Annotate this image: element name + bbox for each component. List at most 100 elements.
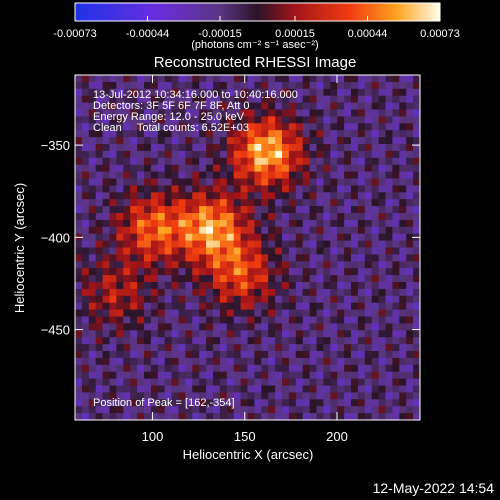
heatmap-cell [254, 213, 262, 221]
heatmap-cell [102, 385, 110, 393]
heatmap-cell [364, 144, 373, 152]
heatmap-cell [295, 295, 304, 304]
heatmap-cell [261, 164, 269, 172]
heatmap-cell [240, 233, 248, 241]
heatmap-cell [288, 102, 297, 110]
heatmap-cell [371, 385, 379, 393]
heatmap-cell [344, 302, 352, 310]
heatmap-cell [309, 275, 317, 283]
heatmap-cell [116, 109, 124, 117]
heatmap-cell [199, 378, 207, 386]
heatmap-cell [302, 81, 310, 90]
heatmap-cell [406, 116, 414, 124]
heatmap-cell [323, 254, 331, 262]
heatmap-cell [247, 75, 255, 83]
heatmap-cell [206, 357, 214, 366]
heatmap-cell [88, 406, 97, 414]
heatmap-cell [406, 357, 414, 366]
heatmap-cell [199, 275, 207, 283]
heatmap-cell [282, 288, 290, 297]
heatmap-cell [233, 413, 241, 421]
heatmap-cell [364, 282, 373, 290]
heatmap-cell [302, 116, 310, 124]
heatmap-cell [385, 206, 393, 214]
heatmap-cell [330, 288, 338, 297]
heatmap-cell [351, 192, 359, 200]
heatmap-cell [351, 185, 359, 193]
heatmap-cell [288, 123, 297, 131]
heatmap-cell [102, 233, 110, 241]
heatmap-cell [171, 392, 179, 400]
heatmap-cell [413, 302, 421, 310]
heatmap-cell [282, 150, 290, 159]
heatmap-cell [288, 406, 297, 414]
heatmap-cell [233, 240, 241, 248]
heatmap-cell [199, 344, 207, 352]
heatmap-cell [406, 226, 414, 235]
heatmap-cell [351, 81, 359, 90]
heatmap-cell [309, 102, 317, 110]
heatmap-cell [295, 75, 304, 83]
heatmap-cell [385, 378, 393, 386]
heatmap-cell [275, 233, 283, 241]
heatmap-cell [137, 81, 145, 90]
heatmap-cell [316, 164, 324, 172]
heatmap-cell [295, 399, 304, 407]
heatmap-cell [95, 150, 103, 159]
heatmap-cell [213, 206, 221, 214]
heatmap-cell [88, 399, 97, 407]
heatmap-cell [302, 233, 310, 241]
heatmap-cell [254, 123, 262, 131]
heatmap-cell [295, 206, 304, 214]
heatmap-cell [357, 254, 366, 262]
heatmap-cell [95, 309, 103, 317]
heatmap-cell [116, 330, 124, 338]
heatmap-cell [123, 364, 131, 373]
heatmap-cell [219, 302, 228, 310]
heatmap-cell [88, 150, 97, 159]
heatmap-cell [275, 150, 283, 159]
heatmap-cell [357, 309, 366, 317]
heatmap-cell [226, 323, 235, 331]
heatmap-cell [226, 351, 235, 359]
heatmap-cell [275, 178, 283, 186]
heatmap-cell [150, 109, 159, 117]
heatmap-cell [288, 233, 297, 241]
heatmap-cell [302, 337, 310, 345]
heatmap-cell [330, 164, 338, 172]
heatmap-cell [275, 295, 283, 304]
heatmap-cell [150, 233, 159, 241]
heatmap-cell [392, 95, 400, 103]
heatmap-cell [399, 102, 407, 110]
heatmap-cell [330, 357, 338, 366]
heatmap-cell [137, 178, 145, 186]
heatmap-cell [316, 157, 324, 166]
heatmap-cell [171, 261, 179, 269]
heatmap-cell [219, 337, 228, 345]
heatmap-cell [268, 137, 276, 145]
heatmap-cell [164, 254, 172, 262]
heatmap-cell [309, 75, 317, 83]
heatmap-cell [344, 323, 352, 331]
heatmap-cell [357, 240, 366, 248]
heatmap-cell [226, 226, 235, 235]
heatmap-cell [116, 323, 124, 331]
heatmap-cell [337, 399, 345, 407]
heatmap-cell [351, 275, 359, 283]
heatmap-cell [316, 206, 324, 214]
heatmap-cell [233, 330, 241, 338]
heatmap-cell [171, 185, 179, 193]
heatmap-cell [144, 371, 152, 379]
heatmap-cell [123, 157, 131, 166]
heatmap-cell [309, 219, 317, 228]
heatmap-cell [171, 75, 179, 83]
heatmap-cell [316, 192, 324, 200]
heatmap-cell [282, 309, 290, 317]
heatmap-cell [150, 378, 159, 386]
heatmap-cell [150, 309, 159, 317]
heatmap-cell [378, 178, 386, 186]
heatmap-cell [357, 206, 366, 214]
heatmap-cell [309, 116, 317, 124]
heatmap-cell [364, 219, 373, 228]
heatmap-cell [385, 371, 393, 379]
